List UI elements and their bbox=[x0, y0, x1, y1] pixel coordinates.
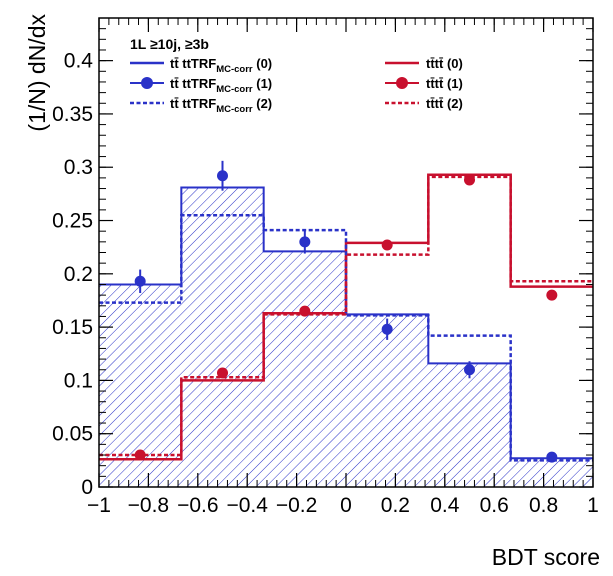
legend-label-0: tt̄ ttTRFMC-corr (0) bbox=[170, 56, 272, 75]
x-tick-label-0: −1 bbox=[87, 494, 111, 517]
series-1-point-3 bbox=[381, 323, 393, 335]
y-tick-label-0: 0 bbox=[81, 476, 93, 499]
series-4-point-4 bbox=[464, 174, 475, 186]
series-1 bbox=[134, 160, 558, 463]
x-tick-label-6: 0.2 bbox=[381, 494, 410, 517]
series-4-point-2 bbox=[299, 305, 311, 317]
legend: 1L ≥10j, ≥3b tt̄ ttTRFMC-corr (0)tt̄ ttT… bbox=[130, 36, 463, 115]
series-4 bbox=[134, 174, 558, 461]
y-tick-label-7: 0.35 bbox=[52, 103, 93, 126]
y-tick-label-1: 0.05 bbox=[52, 423, 93, 446]
y-axis-title: (1/N) dN/dx bbox=[24, 14, 50, 132]
legend-entry-0: tt̄ ttTRFMC-corr (0) bbox=[130, 56, 272, 75]
x-tick-label-2: −0.6 bbox=[177, 494, 218, 517]
series-5 bbox=[99, 175, 593, 457]
y-tick-label-2: 0.1 bbox=[64, 369, 93, 392]
series-5-line bbox=[99, 175, 593, 457]
y-tick-label-5: 0.25 bbox=[52, 210, 93, 233]
series-1-point-2 bbox=[299, 236, 311, 248]
legend-label-1: tt̄ ttTRFMC-corr (1) bbox=[170, 76, 272, 95]
x-tick-label-4: −0.2 bbox=[276, 494, 317, 517]
series-4-point-3 bbox=[381, 239, 393, 251]
y-tick-label-8: 0.4 bbox=[64, 50, 94, 73]
legend-header: 1L ≥10j, ≥3b bbox=[130, 36, 209, 52]
x-tick-label-10: 1 bbox=[587, 494, 599, 517]
legend-label-5: tt̄tt̄ (2) bbox=[426, 96, 463, 111]
series-4-point-1 bbox=[217, 367, 228, 379]
series-0-fill bbox=[99, 187, 593, 487]
axes: −1 −0.8 −0.6 −0.4 −0.2 0 0.2 0.4 0.6 0.8 1 0 0.05 0.1… bbox=[52, 17, 599, 517]
series-1-point-5 bbox=[546, 451, 558, 463]
legend-label-3: tt̄tt̄ (0) bbox=[426, 56, 463, 71]
y-tick-label-6: 0.3 bbox=[64, 156, 93, 179]
series-4-point-5 bbox=[546, 289, 558, 301]
x-tick-label-3: −0.4 bbox=[226, 494, 268, 517]
x-tick-label-8: 0.6 bbox=[480, 494, 509, 517]
y-tick-label-3: 0.15 bbox=[52, 316, 93, 339]
legend-entry-2: tt̄ ttTRFMC-corr (2) bbox=[130, 96, 272, 115]
x-tick-label-5: 0 bbox=[340, 494, 352, 517]
x-tick-label-7: 0.4 bbox=[430, 494, 460, 517]
legend-label-4: tt̄tt̄ (1) bbox=[426, 76, 463, 91]
legend-symbol-marker-1 bbox=[141, 77, 153, 89]
legend-symbol-marker-4 bbox=[396, 77, 408, 89]
series-1-point-1 bbox=[217, 170, 228, 182]
series-1-point-4 bbox=[464, 364, 475, 376]
legend-entry-4: tt̄tt̄ (1) bbox=[385, 76, 463, 91]
x-tick-label-9: 0.8 bbox=[529, 494, 558, 517]
x-tick-label-1: −0.8 bbox=[128, 494, 169, 517]
legend-entry-3: tt̄tt̄ (0) bbox=[385, 56, 463, 71]
series-1-point-0 bbox=[134, 275, 146, 287]
legend-entry-1: tt̄ ttTRFMC-corr (1) bbox=[130, 76, 272, 95]
legend-label-2: tt̄ ttTRFMC-corr (2) bbox=[170, 96, 272, 115]
x-axis-title: BDT score bbox=[492, 544, 600, 570]
legend-entry-5: tt̄tt̄ (2) bbox=[385, 96, 463, 111]
y-tick-label-4: 0.2 bbox=[64, 263, 93, 286]
plot-area bbox=[99, 160, 593, 487]
series-4-point-0 bbox=[134, 449, 146, 461]
